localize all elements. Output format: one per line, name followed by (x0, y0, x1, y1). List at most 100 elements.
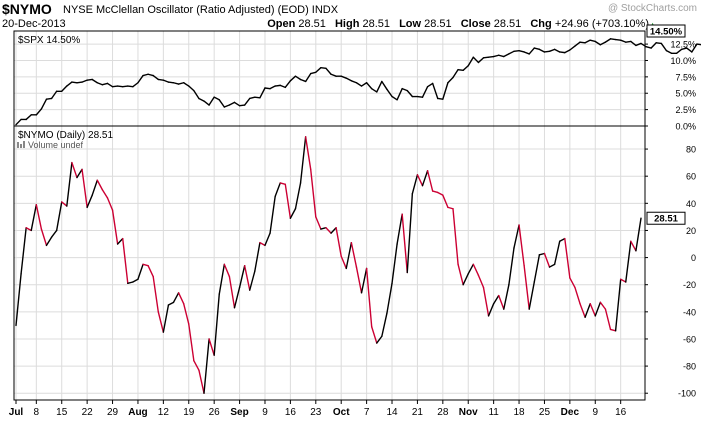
nymo-line-segment (213, 293, 220, 356)
spx-line-segment (330, 73, 337, 77)
spx-line-segment (635, 42, 642, 47)
nymo-line-segment (198, 369, 205, 394)
spx-line-segment (574, 41, 581, 47)
nymo-line-segment (365, 267, 373, 328)
spx-line-segment (25, 114, 32, 121)
nymo-line-segment (284, 183, 292, 219)
x-tick-label: 7 (364, 407, 370, 418)
spx-line-segment (66, 81, 73, 87)
nymo-line-segment (127, 281, 134, 285)
nymo-line-segment (132, 278, 139, 283)
spx-line-segment (147, 73, 154, 77)
spx-line-segment (71, 81, 78, 84)
nymo-panel-title: $NYMO (Daily) 28.51 (18, 130, 113, 141)
low-label: Low (399, 18, 422, 30)
spx-line-segment (528, 47, 535, 55)
high-value: 28.51 (362, 18, 391, 30)
nymo-line-segment (203, 338, 210, 394)
volume-icon (17, 142, 19, 148)
spx-line-segment (482, 56, 490, 59)
nymo-line-segment (55, 201, 63, 232)
spx-line-segment (208, 96, 215, 106)
spx-line-segment (640, 42, 647, 48)
nymo-line-segment (289, 208, 297, 219)
nymo-y-axis: -100 -80 -60 -40 -20 0 20 40 60 80 (645, 145, 696, 399)
spx-line-segment (614, 38, 622, 41)
nymo-line-segment (157, 311, 165, 333)
nymo-line-segment (594, 301, 602, 317)
spx-line-segment (243, 97, 251, 106)
spx-line-segment (401, 87, 408, 92)
nymo-y-tick-label: -100 (678, 389, 696, 399)
spx-line-segment (198, 97, 205, 102)
x-tick-label: 22 (82, 407, 94, 418)
spx-line-segment (579, 41, 586, 44)
spx-y-axis: 0.0% 2.5% 5.0% 7.5% 10.0% 12.5% (645, 40, 696, 132)
volume-label: Volume undef (28, 140, 84, 150)
spx-line-segment (589, 39, 596, 43)
spx-line-segment (101, 82, 109, 86)
spx-y-tick-label: 5.0% (675, 89, 696, 99)
spx-line-segment (203, 100, 210, 106)
spx-line-segment (259, 87, 266, 99)
stockcharts-watermark: @ StockCharts.com (607, 3, 697, 14)
nymo-line-segment (294, 182, 302, 210)
spx-line-segment (426, 82, 434, 88)
spx-line-segment (452, 68, 459, 79)
nymo-line-segment (182, 302, 190, 325)
nymo-line-segment (579, 302, 586, 318)
spx-line-segment (645, 46, 652, 49)
spx-line-segment (310, 71, 317, 75)
spx-line-segment (569, 45, 576, 51)
x-tick-label: 28 (437, 407, 449, 418)
spx-line-segment (15, 118, 22, 126)
spx-line-segment (269, 85, 276, 90)
nymo-line-segment (137, 263, 144, 280)
nymo-line-segment (66, 161, 73, 207)
nymo-line-segment (208, 338, 215, 356)
x-tick-label: 14 (386, 407, 398, 418)
nymo-line-segment (553, 240, 561, 266)
spx-line-segment (421, 85, 429, 98)
x-tick-label: Sep (230, 407, 248, 418)
spx-line-segment (299, 78, 307, 83)
spx-line-segment (457, 68, 464, 72)
spx-panel-title: $SPX 14.50% (18, 35, 80, 46)
spx-line-segment (35, 108, 43, 116)
spx-y-tick-label: 10.0% (670, 56, 696, 66)
nymo-line-segment (447, 206, 454, 210)
spx-line-segment (548, 48, 556, 53)
spx-line-segment (665, 49, 673, 54)
spx-line-segment (122, 85, 129, 88)
nymo-line-segment (86, 194, 93, 209)
spx-line-segment (213, 96, 220, 101)
nymo-line-segment (482, 286, 490, 317)
x-tick-label: 15 (56, 407, 68, 418)
nymo-line-segment (574, 286, 581, 305)
spx-line-segment (523, 51, 530, 55)
nymo-last-value-box (646, 211, 686, 225)
nymo-line-segment (335, 227, 342, 257)
spx-line-segment (594, 40, 602, 46)
close-value: 28.51 (493, 18, 522, 30)
nymo-line-segment (20, 227, 27, 275)
x-tick-label: 12 (158, 407, 170, 418)
nymo-line-segment (630, 240, 637, 252)
spx-line-segment (132, 82, 139, 88)
spx-line-segment (386, 88, 393, 98)
nymo-line-segment (442, 194, 449, 209)
nymo-grid (14, 126, 645, 400)
spx-line-segment (177, 82, 185, 85)
spx-line-segment (543, 50, 551, 53)
x-tick-label: 18 (513, 407, 525, 418)
spx-line-segment (609, 38, 617, 41)
spx-line-segment (360, 82, 368, 87)
chg-value: +24.96 (+703.10%) (554, 18, 649, 30)
nymo-y-tick-label: -60 (683, 334, 696, 344)
spx-line-segment (249, 96, 256, 100)
nymo-line-segment (304, 136, 312, 171)
spx-line-segment (238, 104, 246, 107)
spx-line-segment (538, 48, 546, 53)
nymo-line-segment (91, 179, 99, 196)
spx-line-segment (355, 82, 363, 87)
